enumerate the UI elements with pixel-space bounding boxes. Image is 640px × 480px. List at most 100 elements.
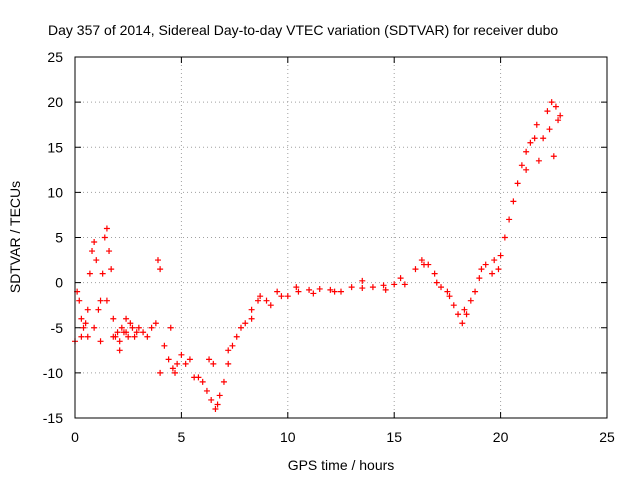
data-point <box>242 320 249 327</box>
data-point <box>380 282 387 289</box>
y-tick-label: 0 <box>55 275 63 291</box>
data-point <box>195 374 202 381</box>
data-point <box>208 396 215 403</box>
data-point <box>331 288 338 295</box>
data-point <box>495 266 502 273</box>
data-point <box>157 266 164 273</box>
data-point <box>548 99 555 106</box>
data-point <box>459 320 466 327</box>
data-point <box>284 293 291 300</box>
data-point <box>89 248 96 255</box>
data-point <box>450 302 457 309</box>
data-point <box>165 356 172 363</box>
y-tick-label: -10 <box>43 365 63 381</box>
data-point <box>497 252 504 259</box>
data-point <box>106 248 113 255</box>
data-point <box>82 320 89 327</box>
data-point <box>248 306 255 313</box>
data-point <box>161 342 168 349</box>
data-point <box>212 405 219 412</box>
data-point <box>418 257 425 264</box>
data-point <box>501 234 508 241</box>
data-point <box>157 369 164 376</box>
data-point <box>510 198 517 205</box>
data-point <box>552 103 559 110</box>
data-point <box>148 324 155 331</box>
x-tick-label: 20 <box>493 429 509 445</box>
grid-lines <box>75 57 607 418</box>
data-point <box>338 288 344 295</box>
plot-frame <box>74 56 608 419</box>
data-point <box>295 288 302 295</box>
data-point <box>101 234 108 241</box>
data-point <box>446 293 453 300</box>
data-point <box>225 360 232 367</box>
data-point <box>482 261 489 268</box>
data-point <box>97 297 104 304</box>
data-point <box>391 281 398 288</box>
data-point <box>455 311 462 318</box>
data-point <box>544 108 551 115</box>
data-point <box>154 257 161 264</box>
data-point <box>533 121 540 128</box>
data-point <box>293 284 300 291</box>
data-point <box>489 270 496 277</box>
y-tick-label: -15 <box>43 410 63 426</box>
data-point <box>80 324 87 331</box>
data-point <box>178 351 185 358</box>
data-point <box>255 297 262 304</box>
data-point <box>550 153 557 160</box>
data-point <box>506 216 513 223</box>
data-point <box>172 369 179 376</box>
data-point <box>103 225 110 232</box>
data-point <box>144 333 151 340</box>
data-series <box>72 99 564 412</box>
y-tick-labels: -15 -10 -5 0 5 10 15 20 25 <box>43 49 63 426</box>
data-point <box>135 324 142 331</box>
data-point <box>316 285 323 292</box>
data-point <box>97 338 104 345</box>
data-point <box>229 342 236 349</box>
data-point <box>216 392 223 399</box>
data-point <box>461 306 468 313</box>
data-point <box>108 266 115 273</box>
x-tick-label: 5 <box>178 429 186 445</box>
data-point <box>467 297 474 304</box>
data-point <box>110 333 117 340</box>
data-point <box>86 270 93 277</box>
data-point <box>220 378 227 385</box>
data-point <box>140 329 147 336</box>
data-point <box>129 324 136 331</box>
data-point <box>267 302 274 309</box>
x-tick-label: 10 <box>280 429 296 445</box>
data-point <box>114 329 121 336</box>
data-point <box>127 320 134 327</box>
data-point <box>263 297 270 304</box>
data-point <box>84 333 91 340</box>
data-point <box>123 315 130 322</box>
data-point <box>210 360 217 367</box>
data-point <box>527 139 534 146</box>
data-point <box>310 290 317 297</box>
data-point <box>518 162 525 169</box>
data-point <box>397 275 404 282</box>
y-tick-label: 5 <box>55 230 63 246</box>
data-point <box>348 284 355 291</box>
data-point <box>431 270 438 277</box>
data-point <box>91 324 98 331</box>
data-point <box>169 365 176 372</box>
data-point <box>199 378 206 385</box>
data-point <box>225 347 232 354</box>
data-point <box>523 148 530 155</box>
x-tick-labels: 0 5 10 15 20 25 <box>71 429 615 445</box>
data-point <box>125 333 132 340</box>
data-point <box>327 286 334 293</box>
x-tick-label: 25 <box>599 429 615 445</box>
data-point <box>93 257 100 264</box>
data-point <box>152 320 159 327</box>
data-point <box>203 387 210 394</box>
data-point <box>278 293 285 300</box>
data-point <box>248 315 255 322</box>
data-point <box>167 324 174 331</box>
data-point <box>476 275 483 282</box>
